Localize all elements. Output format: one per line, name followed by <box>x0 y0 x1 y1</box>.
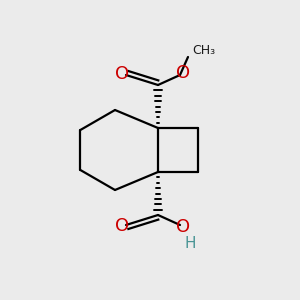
Text: H: H <box>184 236 196 250</box>
Text: O: O <box>176 218 190 236</box>
Text: O: O <box>176 64 190 82</box>
Text: O: O <box>115 217 129 235</box>
Text: CH₃: CH₃ <box>192 44 215 58</box>
Text: O: O <box>115 65 129 83</box>
